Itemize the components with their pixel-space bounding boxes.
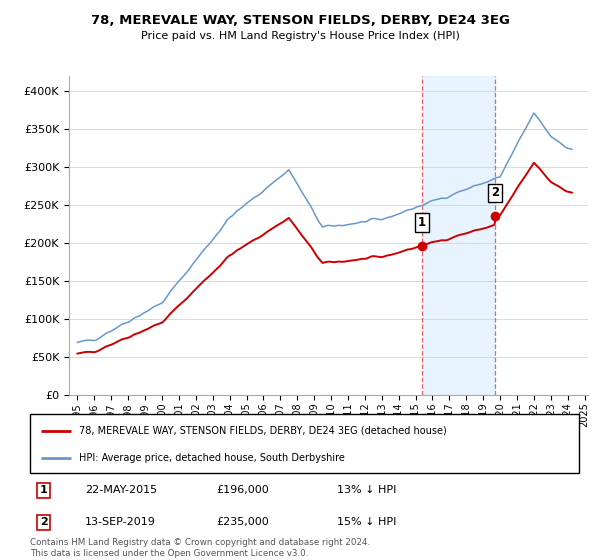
- Text: 78, MEREVALE WAY, STENSON FIELDS, DERBY, DE24 3EG (detached house): 78, MEREVALE WAY, STENSON FIELDS, DERBY,…: [79, 426, 447, 436]
- Text: 1: 1: [418, 216, 426, 229]
- Text: £235,000: £235,000: [217, 517, 269, 528]
- Text: Contains HM Land Registry data © Crown copyright and database right 2024.
This d: Contains HM Land Registry data © Crown c…: [30, 538, 370, 558]
- Text: 78, MEREVALE WAY, STENSON FIELDS, DERBY, DE24 3EG: 78, MEREVALE WAY, STENSON FIELDS, DERBY,…: [91, 14, 509, 27]
- Text: 22-MAY-2015: 22-MAY-2015: [85, 485, 157, 495]
- Text: HPI: Average price, detached house, South Derbyshire: HPI: Average price, detached house, Sout…: [79, 453, 345, 463]
- Text: 15% ↓ HPI: 15% ↓ HPI: [337, 517, 397, 528]
- Text: 2: 2: [40, 517, 47, 528]
- Text: 2: 2: [491, 186, 499, 199]
- Text: 13% ↓ HPI: 13% ↓ HPI: [337, 485, 397, 495]
- Text: 13-SEP-2019: 13-SEP-2019: [85, 517, 156, 528]
- Text: 1: 1: [40, 485, 47, 495]
- Text: £196,000: £196,000: [217, 485, 269, 495]
- Text: Price paid vs. HM Land Registry's House Price Index (HPI): Price paid vs. HM Land Registry's House …: [140, 31, 460, 41]
